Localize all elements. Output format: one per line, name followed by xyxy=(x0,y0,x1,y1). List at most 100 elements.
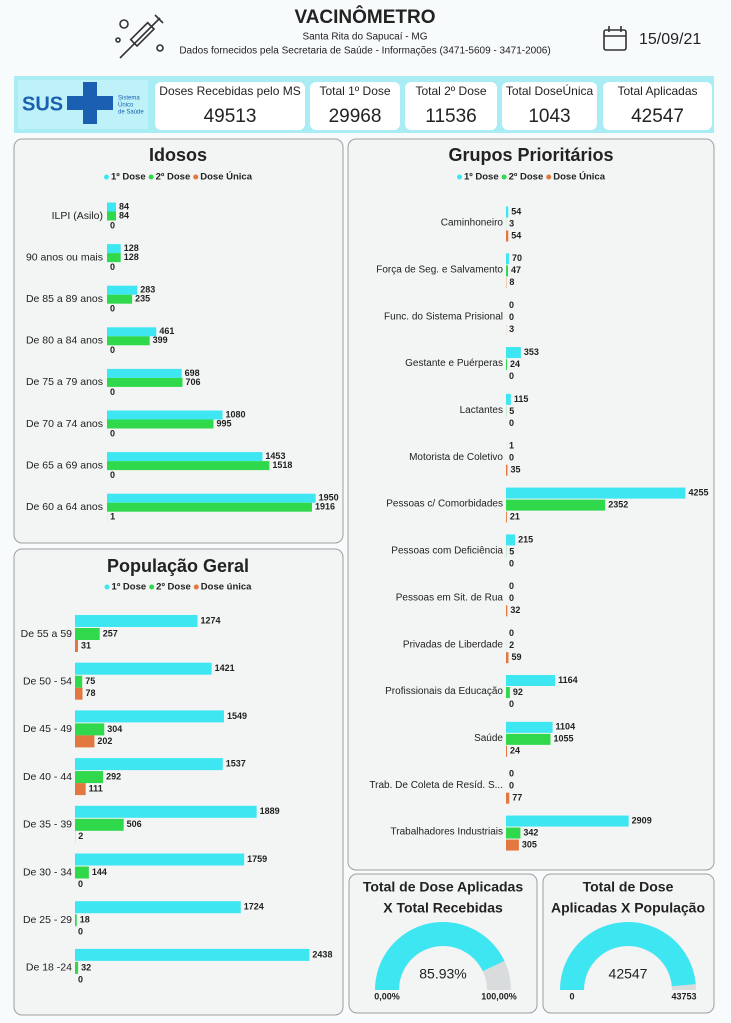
bar xyxy=(506,265,508,277)
bar xyxy=(107,377,183,387)
bar xyxy=(107,336,150,346)
data-label: 1889 xyxy=(260,806,280,816)
category-label: 90 anos ou mais xyxy=(26,251,103,263)
data-label: 1055 xyxy=(553,734,573,744)
chart-title: X Total Recebidas xyxy=(383,900,503,916)
bar xyxy=(107,452,263,462)
data-label: 0 xyxy=(110,220,115,230)
data-label: 0 xyxy=(78,879,83,889)
kpi-card xyxy=(502,82,597,130)
category-label: ILPI (Asilo) xyxy=(52,210,103,222)
chart-title: Total de Dose Aplicadas xyxy=(363,879,523,895)
data-label: 304 xyxy=(107,724,122,734)
gauge-tick-label: 0 xyxy=(569,991,574,1001)
bar xyxy=(506,733,551,745)
data-label: 995 xyxy=(216,418,231,428)
logo-name: SUS xyxy=(22,93,63,115)
bar xyxy=(506,827,521,839)
data-label: 2909 xyxy=(632,815,652,825)
bar xyxy=(506,393,511,405)
data-label: 111 xyxy=(89,783,103,793)
bar xyxy=(75,866,89,879)
bar xyxy=(75,961,79,974)
data-label: 31 xyxy=(81,640,91,650)
data-label: 1518 xyxy=(272,460,292,470)
category-label: Privadas de Liberdade xyxy=(403,639,504,650)
category-label: De 75 a 79 anos xyxy=(26,376,103,388)
bar xyxy=(75,805,257,818)
data-label: 32 xyxy=(81,962,91,972)
gauge-tick-label: 100,00% xyxy=(481,991,517,1001)
bar xyxy=(506,230,509,242)
kpi-value: 1043 xyxy=(528,106,570,127)
bar xyxy=(506,815,629,827)
bar xyxy=(107,493,316,503)
data-label: 0 xyxy=(110,304,115,314)
data-label: 1421 xyxy=(215,663,235,673)
category-label: De 60 a 64 anos xyxy=(26,501,103,513)
data-label: 202 xyxy=(97,736,112,746)
kpi-label: Total DoseÚnica xyxy=(506,83,594,98)
legend-label: 1º Dose xyxy=(464,172,499,183)
data-label: 84 xyxy=(119,201,129,211)
gauge-tick-label: 43753 xyxy=(671,991,696,1001)
legend-label: 2º Dose xyxy=(156,582,191,593)
bar xyxy=(506,745,508,757)
kpi-value: 11536 xyxy=(425,106,476,127)
bar xyxy=(107,211,116,221)
data-label: 84 xyxy=(119,210,129,220)
data-label: 1453 xyxy=(265,451,285,461)
legend-marker xyxy=(104,174,109,180)
bar xyxy=(506,675,556,686)
kpi-value: 29968 xyxy=(329,106,382,127)
legend-marker xyxy=(193,174,199,180)
data-label: 506 xyxy=(127,819,142,829)
data-label: 0 xyxy=(509,593,514,603)
source-note: Dados fornecidos pela Secretaria de Saúd… xyxy=(179,46,550,57)
legend-marker xyxy=(501,174,507,180)
data-label: 0 xyxy=(110,262,115,272)
category-label: Func. do Sistema Prisional xyxy=(384,311,503,322)
bar xyxy=(75,662,212,675)
bar xyxy=(506,487,686,499)
data-label: 1104 xyxy=(556,722,576,732)
data-label: 0 xyxy=(509,628,514,638)
data-label: 92 xyxy=(513,687,523,697)
bar xyxy=(506,792,510,804)
data-label: 2352 xyxy=(608,499,628,509)
legend-label: Dose única xyxy=(201,582,252,593)
category-label: Pessoas em Sit. de Rua xyxy=(396,592,504,603)
kpi-label: Doses Recebidas pelo MS xyxy=(159,84,300,98)
data-label: 0 xyxy=(78,927,83,937)
category-label: De 30 - 34 xyxy=(23,866,72,878)
legend-marker xyxy=(457,174,462,180)
data-label: 0 xyxy=(509,371,514,381)
data-label: 1916 xyxy=(315,502,335,512)
bar xyxy=(506,511,507,523)
data-label: 47 xyxy=(511,265,521,275)
legend-marker xyxy=(546,174,552,180)
bar xyxy=(75,948,310,961)
data-label: 1549 xyxy=(227,711,247,721)
data-label: 2 xyxy=(509,640,514,650)
kpi-value: 49513 xyxy=(204,106,257,127)
bar xyxy=(107,244,121,254)
bar xyxy=(506,652,509,664)
data-label: 257 xyxy=(103,628,118,638)
category-label: Gestante e Puérperas xyxy=(405,358,503,369)
data-label: 0 xyxy=(509,781,514,791)
chart-title: Aplicadas X População xyxy=(551,900,705,916)
data-label: 70 xyxy=(512,253,522,263)
legend-marker xyxy=(104,584,110,590)
data-label: 0 xyxy=(509,699,514,709)
category-label: De 18 -24 xyxy=(26,962,72,974)
calendar-icon xyxy=(603,26,627,51)
bar xyxy=(75,783,86,796)
category-label: Trabalhadores Industriais xyxy=(391,827,503,838)
data-label: 1 xyxy=(110,512,115,522)
data-label: 353 xyxy=(524,347,539,357)
gauge-value-label: 42547 xyxy=(609,966,648,982)
subtitle: Santa Rita do Sapucaí - MG xyxy=(302,32,427,43)
category-label: De 25 - 29 xyxy=(23,914,72,926)
category-label: De 55 a 59 xyxy=(21,628,73,640)
